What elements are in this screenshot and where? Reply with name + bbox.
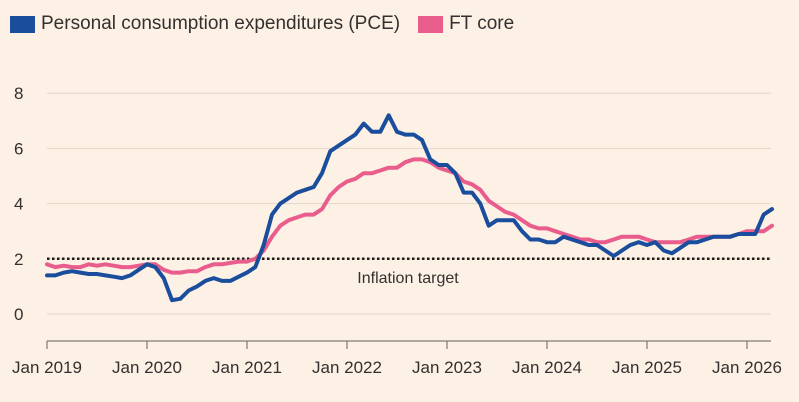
legend-label-ft-core: FT core: [449, 13, 515, 34]
legend-swatch-pce: [10, 15, 35, 33]
series-line-pce: [45, 113, 774, 303]
legend-label-pce: Personal consumption expenditures (PCE): [41, 13, 401, 34]
x-tick-label: Jan 2021: [212, 358, 282, 377]
x-tick-label: Jan 2022: [312, 358, 382, 377]
x-tick-label: Jan 2024: [512, 358, 582, 377]
x-tick-label: Jan 2020: [112, 358, 182, 377]
x-tick-label: Jan 2023: [412, 358, 482, 377]
x-tick-label: Jan 2026: [712, 358, 782, 377]
y-tick-label: 0: [14, 305, 23, 324]
y-tick-label: 8: [14, 84, 23, 103]
legend-item-ft-core: FT core: [418, 13, 514, 35]
y-tick-label: 6: [14, 139, 23, 158]
legend-item-pce: Personal consumption expenditures (PCE): [10, 13, 400, 35]
legend-swatch-ft-core: [418, 15, 444, 33]
series-line-ft-core: [45, 157, 774, 275]
x-tick-label: Jan 2019: [12, 358, 82, 377]
x-tick-label: Jan 2025: [612, 358, 682, 377]
y-tick-label: 4: [14, 195, 23, 214]
y-tick-label: 2: [14, 250, 23, 269]
chart-legend: Personal consumption expenditures (PCE) …: [10, 13, 532, 35]
inflation-target-label: Inflation target: [357, 270, 459, 287]
